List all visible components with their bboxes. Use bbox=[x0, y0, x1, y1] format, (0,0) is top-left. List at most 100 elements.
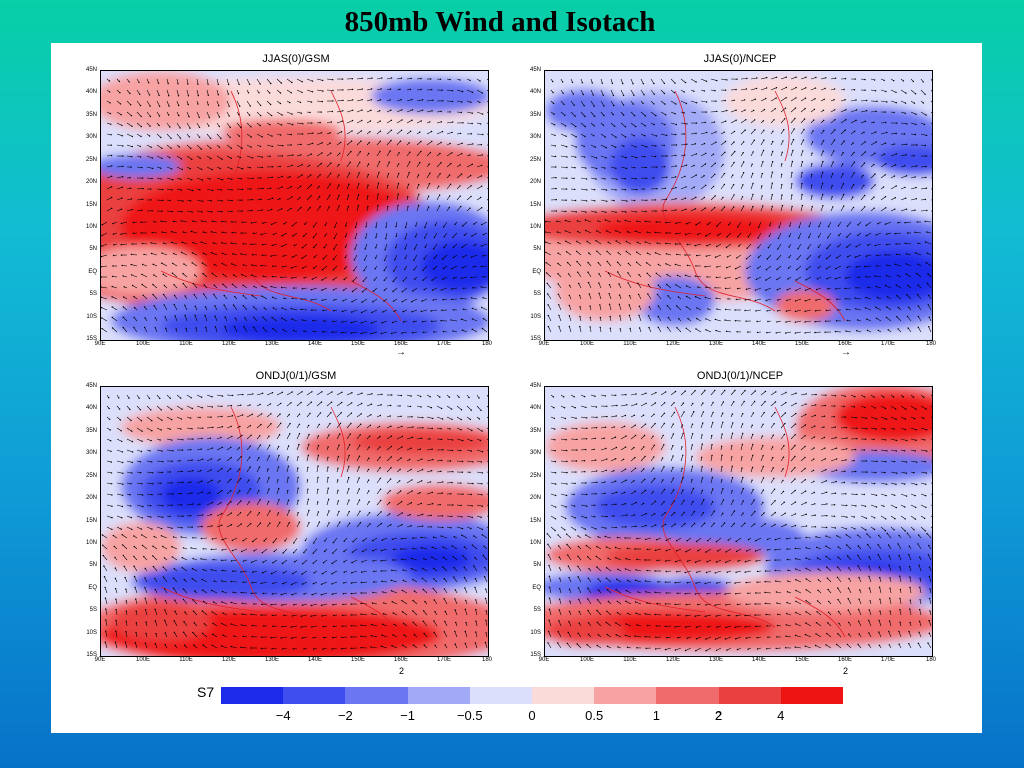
wind-vector bbox=[116, 427, 122, 432]
wind-vector-head bbox=[259, 124, 261, 127]
wind-vector bbox=[620, 122, 626, 128]
wind-vector bbox=[626, 241, 632, 245]
wind-vector bbox=[146, 122, 151, 127]
wind-vector-head bbox=[358, 172, 360, 174]
wind-vector-head bbox=[141, 483, 143, 485]
wind-vector bbox=[354, 243, 358, 250]
wind-vector-head bbox=[327, 456, 329, 459]
wind-vector bbox=[795, 320, 802, 323]
wind-vector-head bbox=[352, 99, 354, 101]
wind-vector-head bbox=[332, 89, 334, 92]
wind-vector bbox=[386, 120, 392, 124]
wind-vector bbox=[141, 284, 148, 289]
wind-vector bbox=[363, 265, 368, 271]
wind-vector-head bbox=[377, 182, 380, 184]
wind-vector bbox=[880, 132, 887, 135]
wind-vector-head bbox=[330, 401, 333, 403]
wind-vector-head bbox=[567, 273, 570, 275]
wind-vector-head bbox=[410, 77, 412, 80]
wind-vector bbox=[466, 449, 472, 452]
wind-vector-head bbox=[228, 105, 230, 107]
wind-vector-head bbox=[181, 241, 183, 243]
wind-vector bbox=[865, 297, 872, 300]
wind-vector bbox=[850, 131, 855, 135]
wind-vector-head bbox=[180, 428, 182, 430]
wind-vector bbox=[292, 298, 298, 300]
wind-vector bbox=[590, 78, 593, 84]
wind-vector bbox=[322, 265, 328, 270]
wind-vector-head bbox=[131, 125, 133, 127]
wind-vector-head bbox=[440, 289, 443, 291]
wind-vector bbox=[896, 295, 902, 300]
wind-vector-head bbox=[876, 296, 879, 299]
wind-vector-head bbox=[398, 172, 400, 175]
wind-vector-head bbox=[907, 284, 909, 287]
wind-vector-head bbox=[761, 195, 763, 197]
wind-vector-head bbox=[875, 317, 878, 319]
wind-vector-head bbox=[242, 243, 245, 245]
wind-vector-head bbox=[482, 255, 484, 257]
wind-vector-head bbox=[122, 155, 124, 157]
wind-vector-head bbox=[568, 294, 571, 297]
wind-vector-head bbox=[675, 165, 677, 167]
wind-vector-head bbox=[884, 121, 887, 124]
wind-vector-head bbox=[842, 183, 845, 185]
wind-vector bbox=[316, 401, 322, 407]
wind-vector-head bbox=[330, 121, 332, 123]
wind-vector-head bbox=[269, 444, 271, 446]
wind-vector-head bbox=[715, 329, 717, 332]
wind-vector bbox=[760, 150, 764, 157]
wind-vector-head bbox=[347, 205, 350, 208]
wind-vector bbox=[116, 111, 122, 115]
wind-vector bbox=[296, 477, 299, 484]
wind-vector-head bbox=[605, 189, 608, 191]
wind-vector-head bbox=[813, 119, 815, 121]
wind-vector bbox=[635, 230, 642, 234]
wind-vector bbox=[306, 467, 309, 473]
wind-vector-head bbox=[884, 254, 886, 256]
wind-vector-head bbox=[826, 247, 828, 250]
wind-vector-head bbox=[338, 194, 340, 197]
wind-vector-head bbox=[343, 278, 345, 281]
wind-vector-head bbox=[290, 144, 292, 146]
wind-vector bbox=[174, 295, 178, 300]
wind-vector-head bbox=[725, 246, 728, 249]
wind-vector-head bbox=[430, 78, 432, 80]
wind-vector bbox=[880, 163, 887, 168]
wind-vector-head bbox=[320, 111, 322, 113]
wind-vector-head bbox=[685, 223, 688, 225]
wind-vector-head bbox=[379, 467, 381, 469]
wind-vector-head bbox=[158, 124, 160, 127]
wind-vector bbox=[152, 545, 158, 550]
wind-vector-head bbox=[171, 408, 173, 411]
wind-vector-head bbox=[224, 316, 226, 318]
map-ondj-gsm bbox=[100, 386, 489, 657]
wind-vector bbox=[146, 166, 153, 169]
wind-vector bbox=[426, 470, 432, 473]
wind-vector-head bbox=[619, 315, 621, 317]
wind-vector bbox=[366, 99, 372, 102]
wind-vector bbox=[806, 265, 812, 270]
wind-vector bbox=[156, 460, 163, 463]
wind-vector-head bbox=[831, 173, 834, 175]
wind-vector bbox=[216, 177, 223, 181]
wind-vector-head bbox=[401, 446, 403, 448]
wind-vector-head bbox=[747, 277, 749, 279]
wind-vector-head bbox=[655, 210, 657, 212]
isotach-region bbox=[221, 119, 341, 143]
wind-vector bbox=[152, 294, 158, 300]
wind-vector-head bbox=[368, 490, 370, 492]
wind-vector-head bbox=[172, 536, 175, 538]
wind-vector-head bbox=[451, 418, 453, 421]
wind-vector-head bbox=[367, 173, 369, 176]
wind-vector-head bbox=[210, 147, 212, 149]
wind-vector bbox=[600, 100, 605, 107]
wind-vector bbox=[206, 502, 213, 506]
wind-vector-head bbox=[150, 516, 152, 518]
wind-vector bbox=[486, 482, 488, 484]
wind-vector-head bbox=[615, 189, 617, 191]
wind-vector bbox=[376, 183, 379, 190]
wind-vector-head bbox=[371, 77, 373, 79]
wind-vector-head bbox=[724, 140, 727, 143]
wind-vector bbox=[191, 231, 198, 234]
